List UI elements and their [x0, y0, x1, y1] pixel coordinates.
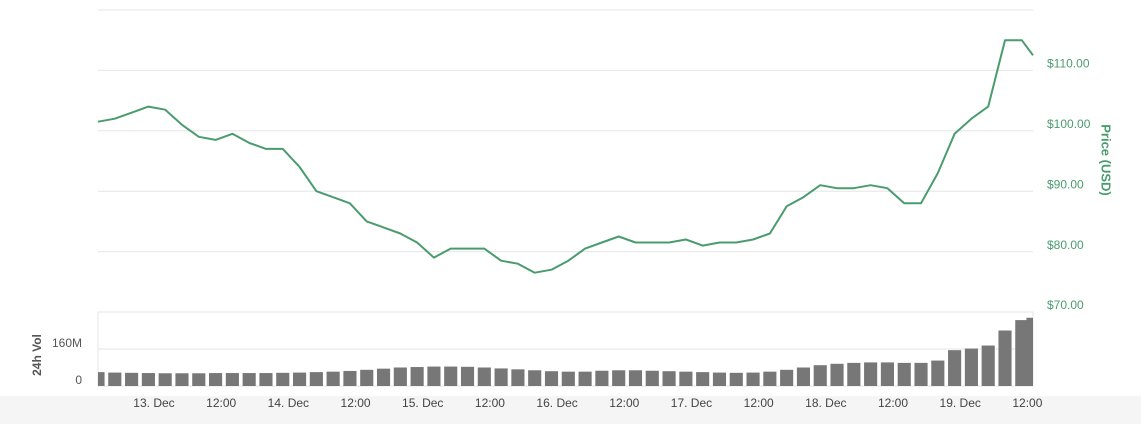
- volume-bar: [931, 360, 945, 386]
- volume-bar: [746, 372, 760, 386]
- volume-bar: [561, 371, 575, 386]
- y-tick-label: $80.00: [1047, 238, 1084, 252]
- volume-bar: [158, 373, 172, 386]
- x-tick-label: 12:00: [1012, 396, 1042, 410]
- volume-bar: [763, 371, 777, 386]
- x-tick-label: 18. Dec: [805, 396, 846, 410]
- y2-axis-label: 24h Vol: [30, 334, 44, 376]
- volume-bar: [998, 330, 1012, 386]
- volume-bar: [696, 372, 710, 386]
- volume-bar: [528, 370, 542, 386]
- y-tick-label: $110.00: [1047, 57, 1090, 71]
- volume-bar: [410, 367, 424, 386]
- x-tick-label: 19. Dec: [940, 396, 981, 410]
- volume-bar: [645, 370, 659, 386]
- y-tick-label: $90.00: [1047, 177, 1084, 191]
- volume-bar: [477, 367, 491, 386]
- volume-bar: [595, 370, 609, 386]
- y-axis-label: Price (USD): [1099, 124, 1114, 196]
- x-tick-label: 13. Dec: [133, 396, 174, 410]
- volume-bar: [376, 368, 391, 386]
- volume-bar: [662, 371, 676, 386]
- volume-bar: [209, 373, 223, 386]
- volume-bar: [1026, 317, 1033, 386]
- volume-bar: [679, 371, 693, 386]
- price-line: [97, 39, 1034, 274]
- volume-bar: [98, 372, 105, 386]
- volume-bar: [360, 369, 374, 386]
- volume-bar: [108, 372, 122, 386]
- y2-tick-label: 160M: [52, 336, 82, 350]
- x-tick-label: 12:00: [206, 396, 236, 410]
- volume-bar: [628, 370, 643, 386]
- volume-bar: [729, 372, 743, 386]
- volume-bar: [494, 368, 508, 386]
- x-tick-label: 12:00: [341, 396, 371, 410]
- y-tick-label: $100.00: [1047, 117, 1091, 131]
- volume-bar: [125, 372, 139, 386]
- volume-bar: [393, 367, 407, 386]
- volume-bar: [343, 370, 357, 386]
- x-tick-label: 12:00: [744, 396, 774, 410]
- volume-bar: [444, 366, 458, 386]
- volume-bar: [276, 372, 290, 386]
- volume-bar: [460, 366, 475, 386]
- x-tick-label: 12:00: [475, 396, 505, 410]
- x-axis-band: [0, 396, 1141, 424]
- volume-bar: [864, 362, 878, 386]
- volume-bar: [897, 362, 911, 386]
- volume-bar: [981, 345, 995, 386]
- volume-bar: [511, 369, 525, 386]
- x-tick-label: 15. Dec: [402, 396, 443, 410]
- volume-bar: [813, 365, 827, 386]
- volume-bar: [796, 367, 811, 386]
- volume-bar: [948, 350, 962, 386]
- volume-bar: [292, 372, 307, 386]
- volume-bar: [847, 362, 861, 386]
- x-tick-label: 12:00: [878, 396, 908, 410]
- x-tick-label: 16. Dec: [536, 396, 577, 410]
- volume-bar: [427, 366, 441, 386]
- volume-bar: [242, 373, 256, 386]
- volume-bar: [914, 362, 928, 386]
- y-tick-label: $70.00: [1047, 298, 1084, 312]
- volume-bar: [780, 369, 794, 386]
- volume-bar: [578, 371, 592, 386]
- volume-bar: [192, 373, 206, 386]
- volume-bar: [880, 362, 894, 386]
- volume-bar: [712, 372, 727, 386]
- volume-bar: [259, 373, 273, 386]
- x-tick-label: 12:00: [609, 396, 639, 410]
- y2-tick-label: 0: [75, 373, 82, 387]
- volume-bar: [175, 373, 189, 386]
- volume-bar: [830, 363, 844, 386]
- volume-bar: [964, 348, 978, 386]
- volume-bar: [326, 371, 340, 386]
- volume-bar: [1015, 320, 1029, 386]
- volume-bar: [544, 371, 559, 386]
- x-tick-label: 17. Dec: [671, 396, 712, 410]
- volume-bar: [309, 372, 323, 386]
- volume-bar: [141, 373, 155, 386]
- x-tick-label: 14. Dec: [268, 396, 309, 410]
- volume-bar: [612, 370, 626, 386]
- volume-bar: [225, 373, 239, 386]
